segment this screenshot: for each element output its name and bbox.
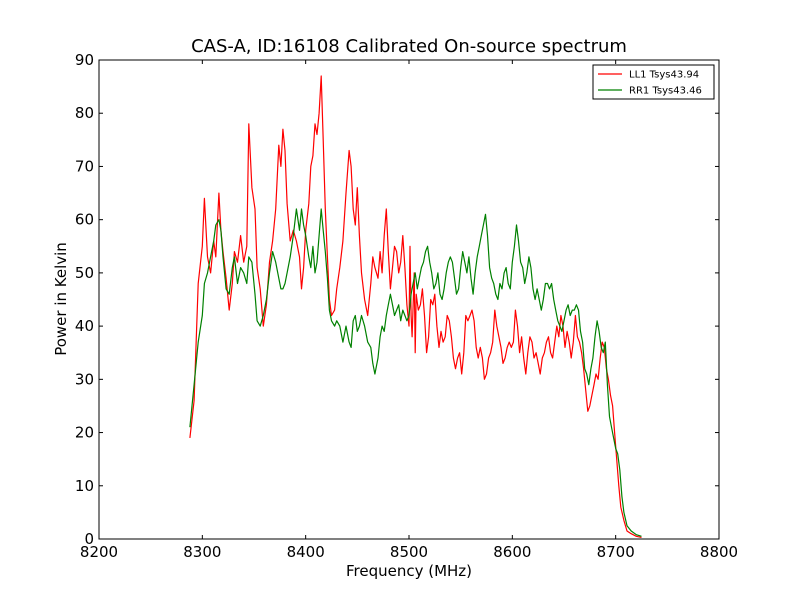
y-tick-label: 90 <box>75 51 94 69</box>
y-tick-label: 20 <box>75 424 94 442</box>
x-axis-label: Frequency (MHz) <box>346 562 472 580</box>
y-tick-label: 10 <box>75 477 94 495</box>
y-tick-label: 80 <box>75 104 94 122</box>
y-axis: 0 10 20 30 40 50 60 70 80 90 <box>75 51 719 548</box>
x-tick-label: 8600 <box>493 543 531 561</box>
x-tick-label: 8700 <box>597 543 635 561</box>
series-line-0 <box>189 75 642 538</box>
y-axis-label: Power in Kelvin <box>52 242 70 356</box>
legend-label-rr1: RR1 Tsys43.46 <box>629 86 702 97</box>
y-tick-label: 50 <box>75 264 94 282</box>
legend-box <box>592 64 715 100</box>
plot-area <box>98 59 720 540</box>
y-tick-label: 70 <box>75 157 94 175</box>
x-tick-label: 8500 <box>390 543 428 561</box>
x-tick-label: 8800 <box>700 543 738 561</box>
x-tick-label: 8300 <box>183 543 221 561</box>
chart-title: CAS-A, ID:16108 Calibrated On-source spe… <box>191 36 627 57</box>
legend-label-ll1: LL1 Tsys43.94 <box>629 70 699 81</box>
legend: LL1 Tsys43.94 RR1 Tsys43.46 <box>592 64 715 100</box>
x-tick-label: 8400 <box>287 543 325 561</box>
series-line-1 <box>189 208 642 537</box>
y-tick-label: 30 <box>75 370 94 388</box>
y-tick-label: 40 <box>75 317 94 335</box>
lines-layer <box>189 75 642 538</box>
y-tick-label: 60 <box>75 211 94 229</box>
y-tick-label: 0 <box>84 530 94 548</box>
x-axis: 8200 8300 8400 8500 8600 8700 8800 <box>80 60 738 561</box>
x-tick-label: 8200 <box>80 543 118 561</box>
